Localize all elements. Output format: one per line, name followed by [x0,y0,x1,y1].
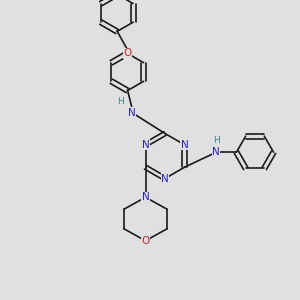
Text: N: N [161,173,169,184]
Text: N: N [142,192,149,202]
Text: H: H [117,98,124,106]
Text: H: H [213,136,220,146]
Text: O: O [141,236,150,246]
Text: N: N [128,107,136,118]
Text: O: O [123,48,132,59]
Text: N: N [142,140,149,150]
Text: N: N [212,147,220,157]
Text: N: N [181,140,188,150]
